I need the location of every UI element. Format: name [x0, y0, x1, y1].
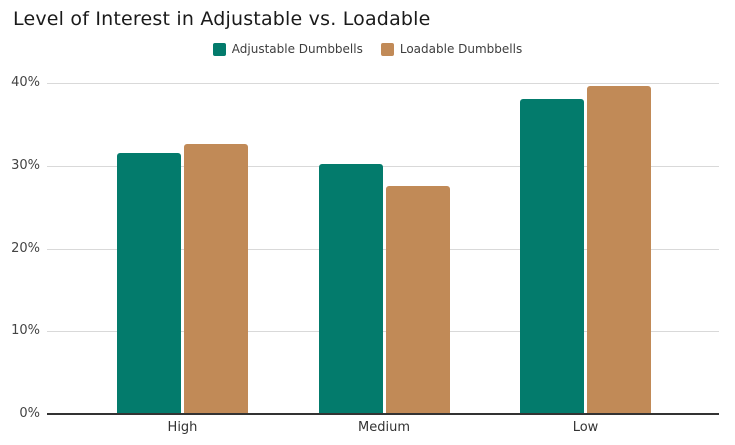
bar-adjustable-dumbbells-high — [117, 153, 181, 414]
gridline-40 — [47, 83, 719, 84]
x-axis-label-high: High — [167, 420, 198, 435]
x-axis-label-medium: Medium — [358, 420, 410, 435]
y-axis-label-10: 10% — [11, 323, 40, 339]
bar-loadable-dumbbells-medium — [385, 186, 450, 414]
legend-swatch-loadable-dumbbells — [380, 42, 394, 56]
legend-swatch-adjustable-dumbbells — [212, 42, 226, 56]
y-axis-label-0: 0% — [19, 406, 40, 421]
gridline-30 — [47, 165, 719, 167]
gridline-10 — [47, 331, 719, 333]
legend-label-loadable-dumbbells: Loadable Dumbbells — [399, 42, 523, 56]
bar-loadable-dumbbells-low — [587, 86, 651, 414]
bar-adjustable-dumbbells-medium — [318, 164, 383, 414]
y-axis-label-20: 20% — [11, 240, 40, 256]
legend: Adjustable Dumbbells Loadable Dumbbells — [0, 40, 735, 58]
gridline-20 — [47, 248, 719, 250]
bar-loadable-dumbbells-high — [184, 144, 248, 414]
y-axis-label-40: 40% — [11, 75, 40, 90]
y-axis-label-30: 30% — [11, 157, 40, 173]
bar-adjustable-dumbbells-low — [520, 98, 584, 414]
x-axis-label-low: Low — [572, 420, 599, 435]
x-axis-line — [47, 413, 719, 415]
chart-title: Level of Interest in Adjustable vs. Load… — [13, 8, 431, 30]
legend-label-adjustable-dumbbells: Adjustable Dumbbells — [231, 42, 363, 56]
legend-item-loadable-dumbbells: Loadable Dumbbells — [380, 42, 523, 56]
legend-item-adjustable-dumbbells: Adjustable Dumbbells — [212, 42, 363, 56]
plot-area — [47, 83, 719, 415]
